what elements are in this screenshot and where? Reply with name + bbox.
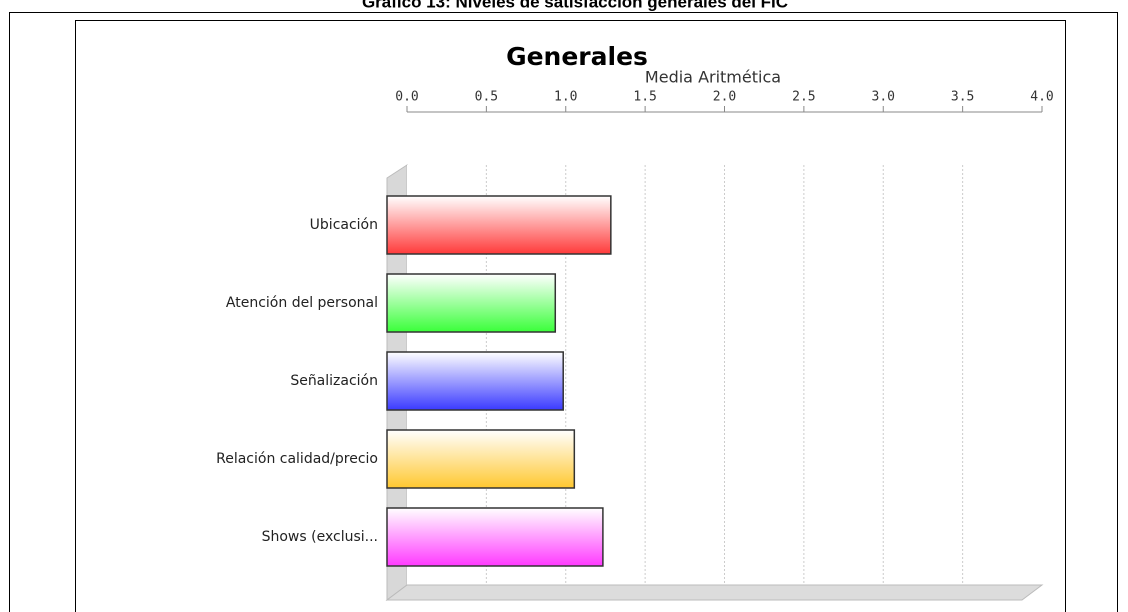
bar: [386, 273, 557, 333]
x-tick-label: 2.5: [792, 90, 815, 105]
x-tick-label: 3.0: [872, 90, 895, 105]
x-tick-label: 3.5: [951, 90, 974, 105]
y-tick-label: Ubicación: [310, 217, 378, 233]
bar: [386, 195, 612, 255]
caption: Gráfico 13: Niveles de satisfacción gene…: [362, 0, 788, 11]
y-tick-label: Shows (exclusi...: [262, 529, 378, 545]
y-tick-label: Señalización: [290, 373, 378, 389]
x-tick-label: 2.0: [713, 90, 736, 105]
bar: [386, 507, 604, 567]
outer-frame: [9, 12, 1118, 612]
x-tick-label: 0.5: [475, 90, 498, 105]
x-axis-label: Media Aritmética: [645, 68, 781, 87]
floor: [385, 584, 1044, 601]
x-tick-label: 1.5: [633, 90, 656, 105]
x-tick-label: 4.0: [1030, 90, 1053, 105]
bar: [386, 429, 576, 489]
y-tick-label: Atención del personal: [226, 295, 378, 311]
chart-title: Generales: [506, 42, 648, 71]
x-tick-label: 0.0: [395, 90, 418, 105]
bar: [386, 351, 564, 411]
y-tick-label: Relación calidad/precio: [216, 451, 378, 467]
x-tick-label: 1.0: [554, 90, 577, 105]
